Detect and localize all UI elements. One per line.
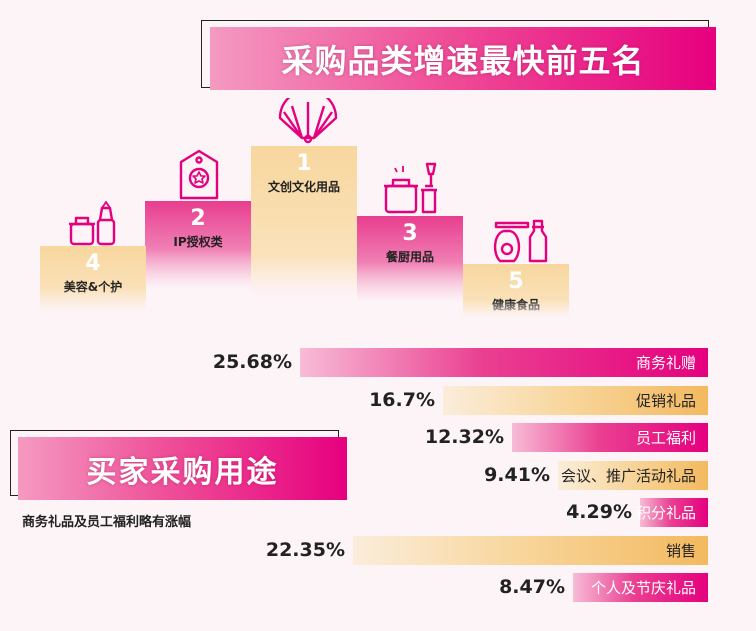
bar-category-label: 员工福利 xyxy=(635,429,696,447)
bar-value-label: 16.7% xyxy=(369,389,435,411)
podium-label-2: IP授权类 xyxy=(173,235,223,249)
bar-value-label: 8.47% xyxy=(499,576,565,598)
subtitle: 商务礼品及员工福利略有涨幅 xyxy=(22,515,192,530)
bar: 会议、推广活动礼品 xyxy=(558,461,708,490)
bar-category-label: 销售 xyxy=(665,542,696,560)
podium-step-2: 2 IP授权类 xyxy=(145,201,251,289)
bar-value-label: 12.32% xyxy=(424,426,504,448)
podium-fade xyxy=(40,288,146,312)
bar: 促销礼品 xyxy=(443,386,708,415)
bar-value-label: 4.29% xyxy=(566,501,632,523)
kitchenware-icon xyxy=(384,162,437,214)
bar-category-label: 会议、推广活动礼品 xyxy=(560,467,696,485)
cosmetics-icon xyxy=(69,201,116,246)
podium-rank-3: 3 xyxy=(402,221,418,246)
podium-label-1: 文创文化用品 xyxy=(267,180,340,194)
bar-category-label: 积分礼品 xyxy=(635,504,696,522)
podium-step-1: 1 文创文化用品 xyxy=(251,146,357,296)
podium-step-5: 5 健康食品 xyxy=(463,264,569,318)
podium-fade xyxy=(357,262,463,302)
podium-rank-5: 5 xyxy=(508,269,524,294)
bar: 销售 xyxy=(353,536,708,565)
bar-category-label: 个人及节庆礼品 xyxy=(590,579,696,597)
podium-label-3: 餐厨用品 xyxy=(385,250,434,264)
bar: 员工福利 xyxy=(512,423,708,452)
top-title-text: 采购品类增速最快前五名 xyxy=(281,41,645,80)
podium-fade xyxy=(463,300,569,318)
bar-value-label: 25.68% xyxy=(212,351,292,373)
bottom-title-text: 买家采购用途 xyxy=(86,454,279,490)
podium-step-4: 4 美容&个护 xyxy=(40,246,146,312)
podium-rank-2: 2 xyxy=(190,206,206,231)
podium-rank-4: 4 xyxy=(85,251,101,276)
podium-fade xyxy=(145,249,251,289)
bar-value-label: 22.35% xyxy=(265,539,345,561)
folding-fan-icon xyxy=(278,98,338,144)
bar-value-label: 9.41% xyxy=(484,464,550,486)
podium-step-3: 3 餐厨用品 xyxy=(357,216,463,302)
bar: 个人及节庆礼品 xyxy=(573,573,708,602)
award-tag-icon xyxy=(179,149,219,200)
health-food-icon xyxy=(493,219,548,263)
bar-category-label: 促销礼品 xyxy=(635,392,696,410)
podium-rank-1: 1 xyxy=(296,151,312,176)
bar: 商务礼赠 xyxy=(300,348,708,377)
bar-category-label: 商务礼赠 xyxy=(635,354,696,372)
bottom-title: 买家采购用途 xyxy=(18,437,347,500)
bar: 积分礼品 xyxy=(636,498,708,527)
podium-fade xyxy=(251,256,357,296)
top-title: 采购品类增速最快前五名 xyxy=(210,27,716,90)
